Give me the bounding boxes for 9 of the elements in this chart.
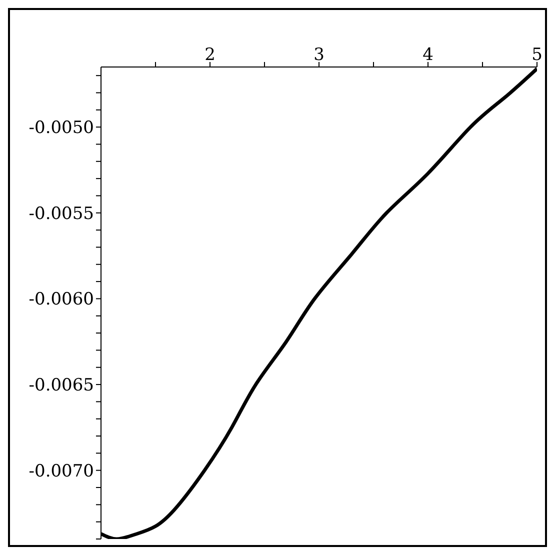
- x-tick-label: 3: [314, 45, 324, 65]
- x-tick-label: 2: [204, 45, 216, 65]
- y-tick-label: -0.0060: [28, 290, 94, 310]
- y-tick-label: -0.0055: [28, 204, 94, 224]
- x-tick-label: 5: [532, 45, 542, 65]
- x-tick-label: 4: [422, 45, 434, 65]
- y-tick-label: -0.0065: [28, 376, 94, 396]
- y-tick-label: -0.0070: [28, 461, 94, 482]
- y-tick-label: -0.0050: [28, 118, 94, 138]
